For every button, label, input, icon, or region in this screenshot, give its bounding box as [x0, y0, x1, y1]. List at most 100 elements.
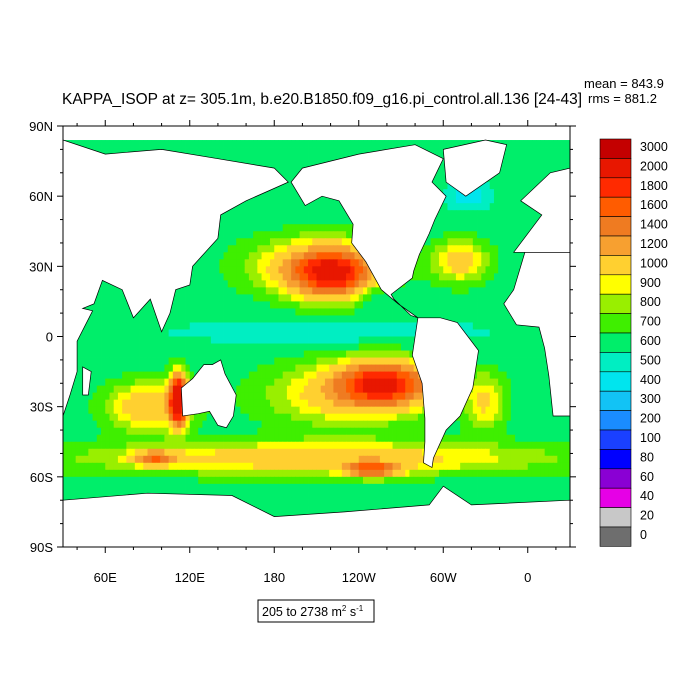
field-cell: [189, 343, 195, 351]
field-cell: [434, 301, 440, 309]
field-cell: [244, 301, 250, 309]
field-cell: [282, 161, 288, 169]
field-cell: [413, 280, 419, 288]
field-cell: [303, 371, 309, 379]
field-cell: [274, 196, 279, 204]
field-cell: [515, 350, 520, 358]
field-cell: [489, 364, 495, 372]
field-cell: [75, 399, 81, 408]
field-cell: [105, 364, 110, 372]
field-cell: [303, 224, 309, 232]
field-cell: [206, 413, 212, 422]
field-cell: [460, 322, 465, 330]
field-cell: [544, 161, 550, 169]
field-cell: [155, 322, 161, 330]
field-cell: [227, 252, 233, 260]
field-cell: [354, 301, 360, 309]
field-cell: [117, 343, 123, 351]
field-cell: [405, 420, 410, 429]
field-cell: [79, 406, 85, 415]
field-cell: [312, 336, 317, 344]
field-cell: [113, 406, 119, 415]
field-cell: [354, 140, 360, 148]
field-cell: [371, 140, 377, 148]
field-cell: [439, 273, 444, 281]
field-cell: [531, 343, 537, 351]
field-cell: [215, 287, 220, 295]
field-cell: [236, 378, 241, 387]
field-cell: [531, 378, 537, 387]
field-cell: [485, 364, 491, 372]
field-cell: [215, 322, 220, 330]
field-cell: [350, 259, 355, 267]
field-cell: [489, 329, 495, 337]
field-cell: [198, 427, 203, 436]
field-cell: [236, 301, 241, 309]
field-cell: [223, 238, 229, 246]
field-cell: [481, 371, 486, 379]
field-cell: [350, 357, 355, 365]
field-cell: [189, 273, 195, 281]
field-cell: [168, 427, 174, 436]
field-cell: [155, 329, 161, 337]
field-cell: [434, 182, 440, 190]
field-cell: [413, 266, 419, 274]
field-cell: [291, 385, 296, 394]
field-cell: [189, 147, 195, 155]
field-cell: [316, 203, 322, 211]
field-cell: [493, 357, 499, 365]
field-cell: [358, 406, 364, 415]
field-cell: [96, 287, 102, 295]
field-cell: [299, 147, 305, 155]
field-cell: [498, 329, 503, 337]
field-cell: [299, 329, 305, 337]
field-cell: [122, 392, 127, 401]
field-cell: [105, 420, 110, 429]
field-cell: [447, 189, 453, 197]
field-cell: [261, 210, 267, 218]
field-cell: [219, 294, 224, 302]
field-cell: [126, 399, 131, 408]
field-cell: [384, 343, 389, 351]
field-cell: [401, 301, 406, 309]
field-cell: [253, 350, 258, 358]
field-cell: [527, 161, 533, 169]
field-cell: [151, 420, 157, 429]
field-cell: [160, 392, 165, 401]
field-cell: [282, 189, 288, 197]
field-cell: [477, 378, 482, 387]
field-cell: [341, 427, 347, 436]
field-cell: [286, 364, 292, 372]
field-cell: [426, 147, 431, 155]
field-cell: [329, 427, 334, 436]
field-cell: [392, 392, 398, 401]
field-cell: [405, 343, 410, 351]
field-cell: [409, 140, 415, 148]
field-cell: [134, 315, 140, 323]
field-cell: [493, 350, 499, 358]
field-cell: [434, 280, 440, 288]
field-cell: [396, 287, 402, 295]
field-cell: [130, 420, 136, 429]
field-cell: [468, 413, 474, 422]
field-cell: [337, 308, 343, 316]
field-cell: [426, 308, 431, 316]
field-cell: [341, 343, 347, 351]
field-cell: [540, 154, 546, 162]
field-cell: [172, 322, 178, 330]
field-cell: [320, 413, 326, 422]
field-cell: [493, 210, 499, 218]
field-cell: [324, 210, 330, 218]
field-cell: [557, 420, 562, 429]
field-cell: [308, 287, 313, 295]
field-cell: [316, 147, 322, 155]
field-cell: [350, 343, 355, 351]
field-cell: [337, 154, 343, 162]
field-cell: [236, 203, 241, 211]
field-cell: [455, 189, 461, 197]
field-cell: [282, 413, 288, 422]
field-cell: [270, 420, 275, 429]
field-cell: [320, 231, 326, 239]
field-cell: [210, 420, 216, 429]
field-cell: [202, 147, 208, 155]
